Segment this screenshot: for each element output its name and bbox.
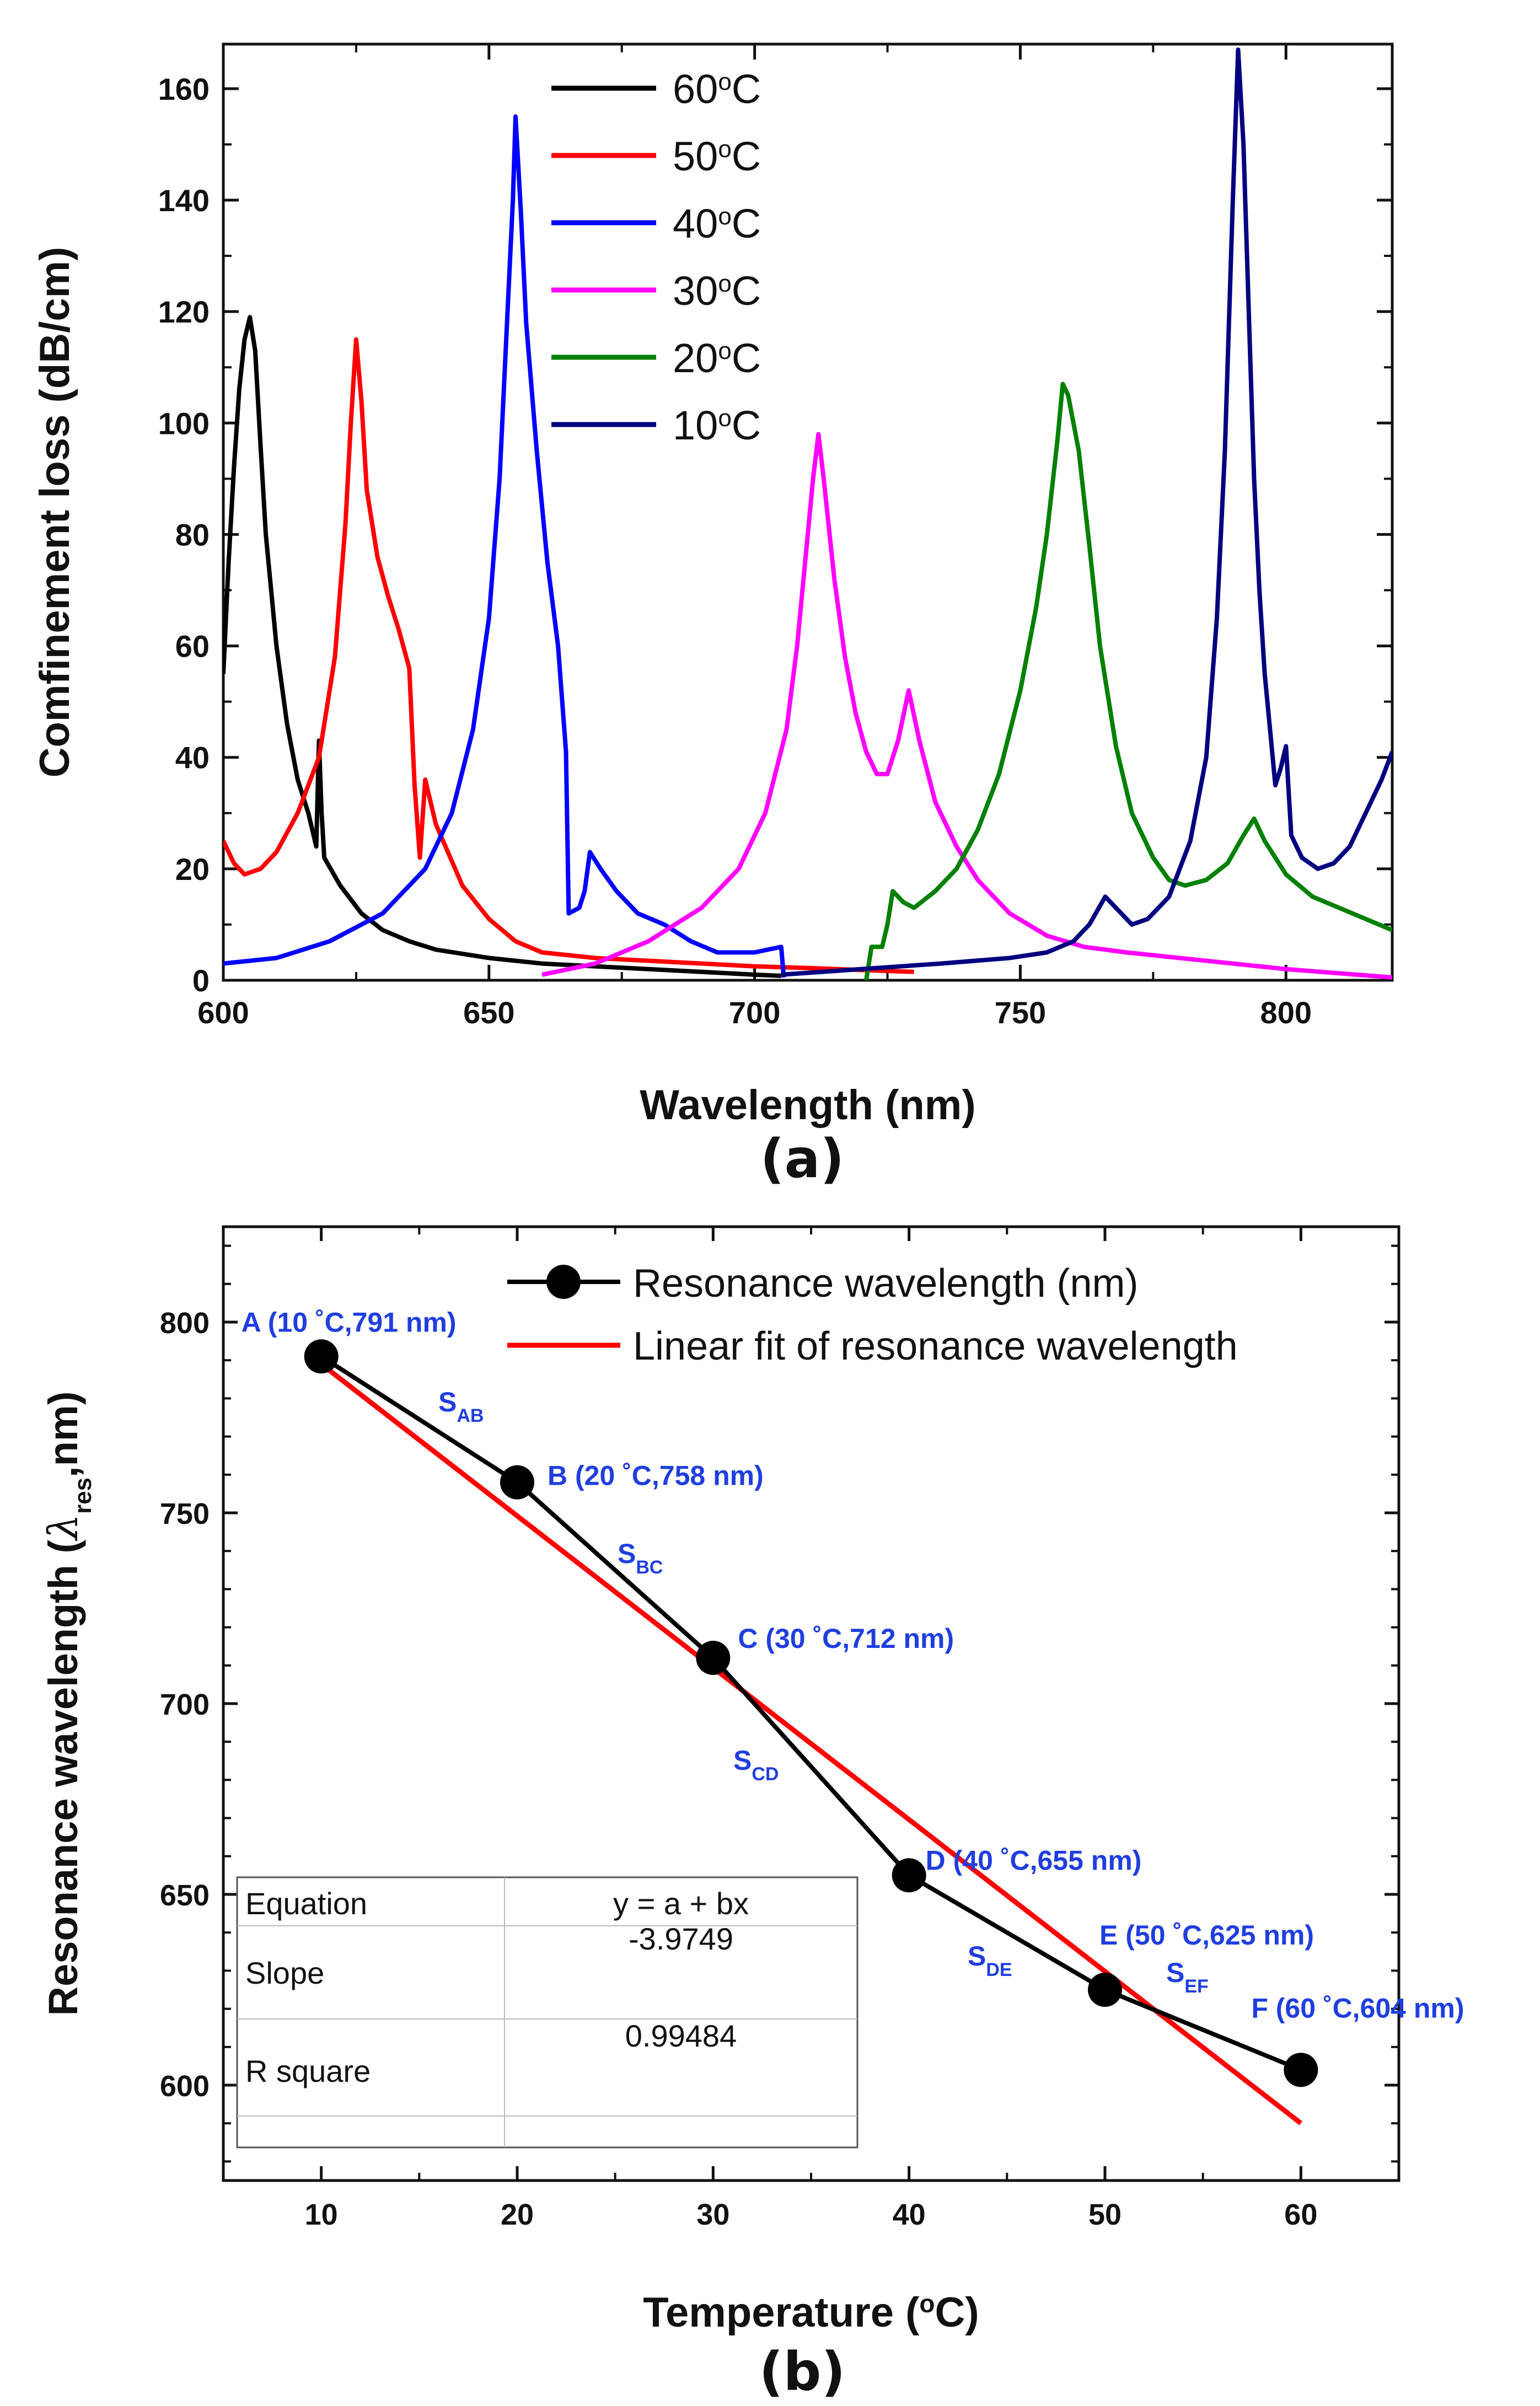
data-point-f (1284, 2053, 1318, 2087)
panel-label-b: (b) (759, 2341, 845, 2403)
data-point-a (304, 1339, 339, 1374)
fit-table-value: y = a + bx (613, 1886, 749, 1921)
data-point-e (1088, 1973, 1122, 2007)
segment-label: SEF (1166, 1957, 1209, 1997)
fit-table-key: Equation (245, 1886, 367, 1921)
x-tick-label-a: 700 (729, 995, 780, 1030)
series-group-a (223, 47, 1392, 980)
y-tick-label-a: 160 (158, 72, 210, 106)
y-tick-label-a: 140 (158, 183, 210, 218)
point-label-d: D (40 ˚C,655 nm) (926, 1845, 1142, 1876)
ticks-a: 600 650 700 750 800 0 20 40 60 80 100 120 140 160 (158, 44, 1392, 1030)
y-tick-label-a: 60 (175, 629, 210, 664)
chart-b: 10 20 30 40 50 60 600 650 700 750 800 Equation y = a… (40, 1225, 1464, 2403)
y-tick-label-a: 20 (175, 852, 210, 887)
segment-label: SCD (733, 1745, 779, 1785)
data-point-d (892, 1858, 926, 1893)
fit-table: Equation y = a + bx Slope -3.9749 R square 0.… (236, 1876, 858, 2149)
chart-a: 600 650 700 750 800 0 20 40 60 80 100 120 140 160 60oC… (31, 42, 1394, 1190)
legend-label-fit: Linear fit of resonance wavelength (633, 1324, 1238, 1368)
x-axis-title-a: Wavelength (nm) (640, 1082, 975, 1129)
y-axis-title-a: Comfinement loss (dB/cm) (31, 247, 78, 778)
x-tick-label-a: 600 (197, 995, 249, 1030)
legend-label-20C: 20oC (673, 335, 761, 381)
series-line-60C (223, 315, 781, 978)
legend-label-60C: 60oC (673, 66, 761, 112)
y-tick-label-a: 80 (175, 517, 210, 552)
point-label-e: E (50 ˚C,625 nm) (1099, 1920, 1314, 1951)
legend-label-30C: 30oC (673, 268, 761, 314)
x-tick-label-a: 750 (995, 995, 1046, 1030)
segment-label: SBC (618, 1538, 663, 1578)
y-tick-label-a: 100 (158, 406, 210, 441)
plot-frame-a (222, 42, 1394, 982)
y-tick-label-b: 650 (160, 1879, 210, 1912)
y-axis-title-b: Resonance wavelength (λres,nm) (40, 1392, 96, 2016)
segment-label: SDE (968, 1941, 1012, 1980)
x-tick-label-b: 60 (1284, 2198, 1317, 2231)
legend-label-data: Resonance wavelength (nm) (633, 1261, 1139, 1306)
x-tick-label-a: 800 (1260, 995, 1312, 1030)
x-tick-label-b: 50 (1088, 2198, 1122, 2231)
point-label-c: C (30 ˚C,712 nm) (738, 1623, 954, 1654)
y-tick-label-b: 750 (160, 1497, 210, 1530)
y-tick-label-a: 0 (192, 963, 210, 998)
legend-b: Resonance wavelength (nm) Linear fit of r… (507, 1261, 1238, 1368)
point-label-b: B (20 ˚C,758 nm) (548, 1460, 764, 1491)
x-tick-label-b: 30 (696, 2198, 729, 2231)
fit-table-key: Slope (245, 1956, 324, 1990)
data-point-c (696, 1640, 731, 1675)
fit-table-value: 0.99484 (625, 2018, 737, 2053)
x-axis-title-b: Temperature (oC) (643, 2289, 979, 2336)
x-tick-label-a: 650 (463, 995, 514, 1030)
series-line-20C (864, 382, 1392, 980)
series-line-50C (223, 337, 914, 974)
x-tick-label-b: 10 (305, 2198, 338, 2231)
data-point-b (500, 1465, 534, 1500)
x-tick-label-b: 20 (501, 2198, 534, 2231)
series-line-40C (223, 114, 786, 978)
series-line-10C (781, 47, 1392, 977)
fit-table-value: -3.9749 (629, 1921, 733, 1956)
data-line (320, 1354, 1302, 2072)
legend-label-50C: 50oC (673, 133, 761, 179)
fit-line (319, 1362, 1303, 2125)
fit-table-key: R square (245, 2054, 371, 2088)
point-label-f: F (60 ˚C,604 nm) (1251, 1993, 1464, 2023)
x-tick-label-b: 40 (893, 2198, 926, 2231)
panel-label-a: (a) (760, 1128, 845, 1190)
y-tick-label-a: 120 (158, 294, 210, 329)
ticks-b: 10 20 30 40 50 60 600 650 700 750 800 (160, 1227, 1400, 2231)
point-label-a: A (10 ˚C,791 nm) (242, 1307, 457, 1338)
legend-label-10C: 10oC (673, 402, 761, 448)
y-tick-label-b: 600 (160, 2070, 210, 2103)
fit-table-frame (236, 1876, 858, 2149)
legend-a: 60oC 50oC 40oC 30oC 20oC 10oC (551, 66, 761, 448)
segment-label: SAB (438, 1387, 484, 1426)
legend-marker-data (546, 1265, 581, 1299)
y-tick-label-b: 700 (160, 1688, 210, 1721)
legend-label-40C: 40oC (673, 201, 761, 246)
y-tick-label-a: 40 (175, 740, 210, 775)
y-tick-label-b: 800 (160, 1307, 210, 1340)
series-line-30C (541, 432, 1392, 980)
